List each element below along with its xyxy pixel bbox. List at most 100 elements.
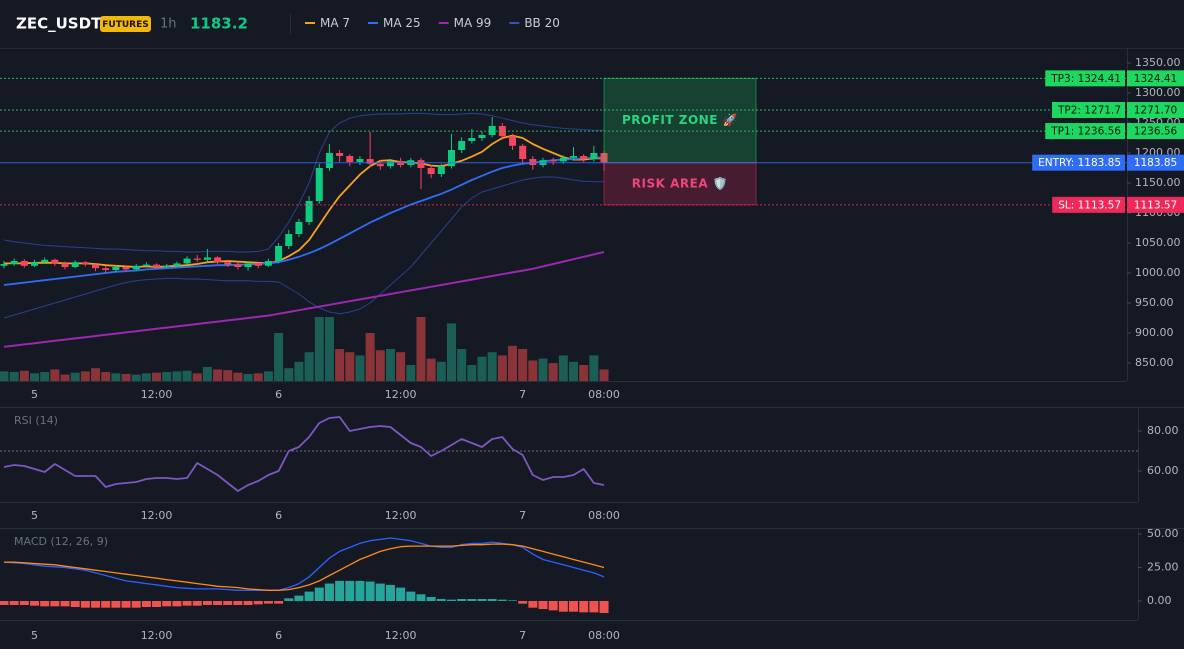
candle-body <box>132 265 140 270</box>
macd-histogram-bar <box>446 599 456 601</box>
volume-bar <box>30 373 40 381</box>
candle-body <box>325 153 333 168</box>
volume-bar <box>182 370 192 381</box>
level-label-box <box>1051 101 1125 118</box>
macd-histogram-bar <box>284 598 294 601</box>
level-label: TP1: 1236.56 <box>1050 126 1121 138</box>
x-tick-label: 12:00 <box>385 509 417 522</box>
macd-histogram-bar <box>355 580 365 601</box>
candle-body <box>51 259 59 264</box>
candle-body <box>285 234 293 246</box>
symbol: ZEC_USDT <box>16 15 102 33</box>
volume-bar <box>579 365 589 381</box>
macd-histogram-bar <box>457 598 467 601</box>
candle-body <box>559 157 567 162</box>
legend-label: MA 25 <box>383 16 421 30</box>
candle-body <box>193 258 201 260</box>
x-tick-label: 08:00 <box>588 388 620 401</box>
ma-line <box>4 134 604 268</box>
candle-body <box>590 153 598 159</box>
candle-body <box>31 262 39 266</box>
x-tick-label: 08:00 <box>588 509 620 522</box>
legend-label: MA 99 <box>454 16 492 30</box>
volume-bar <box>101 372 111 381</box>
candle-body <box>203 257 211 260</box>
candle-body <box>498 126 506 137</box>
candle-body <box>295 222 303 234</box>
macd-histogram-bar <box>192 600 202 606</box>
macd-histogram-bar <box>80 600 90 608</box>
candle-body <box>153 264 161 267</box>
candle-body <box>437 166 445 174</box>
volume-bar <box>335 349 345 381</box>
volume-bar <box>294 361 304 381</box>
macd-histogram-bar <box>19 600 29 606</box>
candle-body <box>397 161 405 165</box>
level-label-box <box>1045 70 1125 87</box>
y-tick-label: 80.00 <box>1147 424 1179 437</box>
volume-bar <box>274 333 284 381</box>
macd-histogram-bar <box>579 600 589 613</box>
candle-body <box>10 261 18 264</box>
candle-body <box>244 263 252 267</box>
volume-bar <box>243 373 253 381</box>
x-tick-label: 6 <box>275 629 282 642</box>
candle-body <box>427 168 435 174</box>
macd-histogram-bar <box>223 600 233 606</box>
candle-body <box>254 263 262 266</box>
macd-histogram-bar <box>508 600 517 601</box>
candle-body <box>305 201 313 222</box>
macd-histogram-bar <box>9 600 19 606</box>
level-label: ENTRY: 1183.85 <box>1038 157 1121 169</box>
volume-bar <box>497 355 507 381</box>
x-tick-label: 12:00 <box>141 629 173 642</box>
rsi-title: RSI (14) <box>14 414 58 427</box>
macd-line <box>4 543 605 591</box>
macd-histogram-bar <box>213 600 223 606</box>
candle-body <box>275 246 283 261</box>
macd-histogram-bar <box>253 600 263 605</box>
macd-histogram-bar <box>345 580 355 601</box>
candle-body <box>580 156 588 159</box>
candle-body <box>509 136 516 146</box>
macd-histogram-bar <box>385 584 395 601</box>
level-axis-label: 1236.56 <box>1134 126 1178 138</box>
volume-bar <box>202 366 212 381</box>
candle-body <box>0 264 8 266</box>
candle-body <box>468 138 476 141</box>
macd-histogram-bar <box>243 600 253 606</box>
macd-histogram-bar <box>416 594 426 601</box>
level-axis-label: 1324.41 <box>1134 73 1177 85</box>
candle-body <box>71 262 79 267</box>
y-tick-label: 1050.00 <box>1135 236 1181 249</box>
macd-title: MACD (12, 26, 9) <box>14 535 108 548</box>
legend-label: BB 20 <box>524 16 560 30</box>
x-tick-label: 12:00 <box>385 629 417 642</box>
y-tick-label: 1150.00 <box>1135 176 1181 189</box>
macd-histogram-bar <box>365 581 375 601</box>
y-tick-label: 0.00 <box>1147 594 1172 607</box>
candle-body <box>519 145 527 159</box>
macd-histogram-bar <box>467 598 477 601</box>
x-tick-label: 5 <box>31 509 38 522</box>
volume-bar <box>426 358 436 381</box>
volume-bar <box>152 372 162 381</box>
candle-body <box>81 262 89 265</box>
y-tick-label: 850.00 <box>1135 356 1174 369</box>
volume-bar <box>385 349 395 381</box>
macd-histogram-bar <box>375 583 385 601</box>
volume-bar <box>518 349 528 381</box>
level-label: SL: 1113.57 <box>1058 199 1121 211</box>
candle-body <box>529 159 537 165</box>
level-axis-label: 1113.57 <box>1134 199 1177 211</box>
volume-bar <box>80 371 90 381</box>
volume-bar <box>396 352 406 381</box>
volume-bar <box>141 373 151 381</box>
volume-bar <box>345 352 355 381</box>
candle-body <box>112 267 120 270</box>
candle-body <box>478 135 486 138</box>
macd-histogram-bar <box>294 595 304 601</box>
macd-histogram-bar <box>111 600 121 608</box>
x-tick-label: 12:00 <box>385 388 417 401</box>
